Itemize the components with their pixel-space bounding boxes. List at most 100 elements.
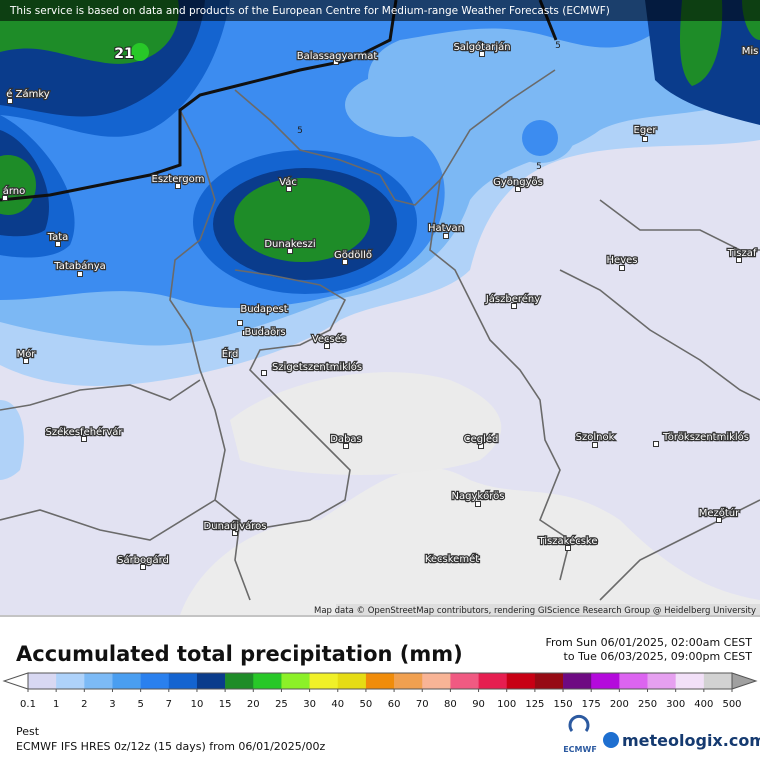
meteologix-icon	[603, 732, 619, 748]
colorbar-label: 50	[360, 699, 373, 710]
place-label: Gyöngyös	[493, 177, 543, 188]
place-label: Heves	[607, 255, 638, 266]
colorbar: 0.1 1 2 3 5 7 10 15 20 25 30 40 50 60 70 80 90 100 125 150 1…	[2, 672, 758, 710]
colorbar-label: 125	[525, 699, 544, 710]
colorbar-swatch	[506, 673, 536, 689]
place-label: Mór	[17, 348, 37, 360]
place-marker	[619, 265, 625, 271]
place-label: Szigetszentmiklós	[272, 361, 362, 373]
colorbar-label: 300	[666, 699, 685, 710]
place-label: Tiszaf	[727, 248, 757, 259]
place-marker	[736, 257, 742, 263]
meteologix-logo: meteologix.com	[622, 731, 760, 750]
place-label: Salgótarján	[453, 41, 510, 53]
place-label: Dunakeszi	[264, 239, 315, 250]
place-marker	[81, 436, 87, 442]
place-marker	[716, 517, 722, 523]
place-marker	[592, 442, 598, 448]
ecmwf-icon	[568, 714, 590, 732]
place-marker	[287, 248, 293, 254]
colorbar-label: 400	[694, 699, 713, 710]
colorbar-swatch	[140, 673, 170, 689]
colorbar-label: 10	[191, 699, 204, 710]
colorbar-swatch	[675, 673, 705, 689]
place-marker	[653, 441, 659, 447]
place-marker	[2, 195, 8, 201]
colorbar-swatch	[309, 673, 339, 689]
place-marker	[7, 98, 13, 104]
contour-label: 5	[555, 41, 561, 51]
colorbar-swatch	[56, 673, 85, 689]
place-label: Törökszentmiklós	[662, 431, 749, 443]
colorbar-swatch	[196, 673, 226, 689]
place-label: Tiszakécske	[537, 535, 597, 547]
place-marker	[237, 320, 243, 326]
ecmwf-logo: ECMWF	[563, 745, 597, 754]
place-label: Kecskemét	[425, 553, 479, 565]
colorbar-swatch	[563, 673, 592, 689]
place-label: Dunaújváros	[204, 520, 267, 532]
colorbar-label: 1	[53, 699, 59, 710]
place-marker	[565, 545, 571, 551]
map: This service is based on data and produc…	[0, 0, 760, 616]
colorbar-label: 20	[247, 699, 260, 710]
colorbar-swatch	[365, 673, 395, 689]
colorbar-swatch	[450, 673, 479, 689]
colorbar-swatch	[225, 673, 254, 689]
colorbar-label: 250	[638, 699, 657, 710]
colorbar-frame	[27, 672, 733, 690]
place-marker	[443, 233, 449, 239]
place-label: Cegléd	[464, 433, 499, 445]
place-label: Vác	[279, 176, 297, 188]
place-label: Érd	[222, 347, 239, 360]
colorbar-swatch	[84, 673, 113, 689]
place-marker	[261, 370, 267, 376]
colorbar-label: 80	[444, 699, 457, 710]
place-label: Hatvan	[428, 223, 464, 234]
place-label: Balassagyarmat	[297, 51, 378, 62]
place-marker	[23, 358, 29, 364]
colorbar-label: 7	[166, 699, 172, 710]
place-marker	[324, 343, 330, 349]
contour-label: 5	[536, 162, 542, 172]
colorbar-label: 15	[219, 699, 232, 710]
model-info: ECMWF IFS HRES 0z/12z (15 days) from 06/…	[16, 740, 326, 753]
colorbar-label: 25	[275, 699, 288, 710]
contour-label: 21	[114, 46, 133, 62]
colorbar-label: 175	[582, 699, 601, 710]
place-label: Nagykőrös	[451, 490, 504, 502]
place-marker	[342, 259, 348, 265]
colorbar-label: 40	[331, 699, 344, 710]
colorbar-label: 3	[109, 699, 115, 710]
colorbar-swatch	[253, 673, 282, 689]
colorbar-swatch	[337, 673, 367, 689]
place-marker	[478, 443, 484, 449]
colorbar-label: 60	[388, 699, 401, 710]
place-label: Tatabánya	[53, 260, 106, 272]
place-label: Budapest	[240, 304, 287, 315]
period-to: to Tue 06/03/2025, 09:00pm CEST	[564, 650, 753, 663]
colorbar-swatch	[394, 673, 423, 689]
place-marker	[77, 271, 83, 277]
place-label: Jászberény	[485, 293, 540, 305]
colorbar-label: 30	[303, 699, 316, 710]
place-marker	[140, 564, 146, 570]
colorbar-label: 70	[416, 699, 429, 710]
colorbar-swatch	[619, 673, 648, 689]
place-label: Gödöllő	[334, 249, 372, 261]
place-label: Mezőtúr	[699, 507, 740, 519]
colorbar-swatch	[112, 673, 141, 689]
place-marker	[343, 443, 349, 449]
colorbar-swatch	[534, 673, 564, 689]
attribution: Map data © OpenStreetMap contributors, r…	[314, 606, 756, 616]
place-label: Dabas	[330, 434, 362, 445]
colorbar-label: 500	[722, 699, 741, 710]
place-label: Szolnok	[576, 432, 615, 443]
place-marker	[286, 186, 292, 192]
place-label: é Zámky	[6, 88, 49, 100]
colorbar-swatch	[28, 673, 57, 689]
colorbar-label: 150	[553, 699, 572, 710]
place-label: Tata	[47, 232, 69, 243]
place-marker	[242, 330, 248, 336]
place-marker	[55, 241, 61, 247]
